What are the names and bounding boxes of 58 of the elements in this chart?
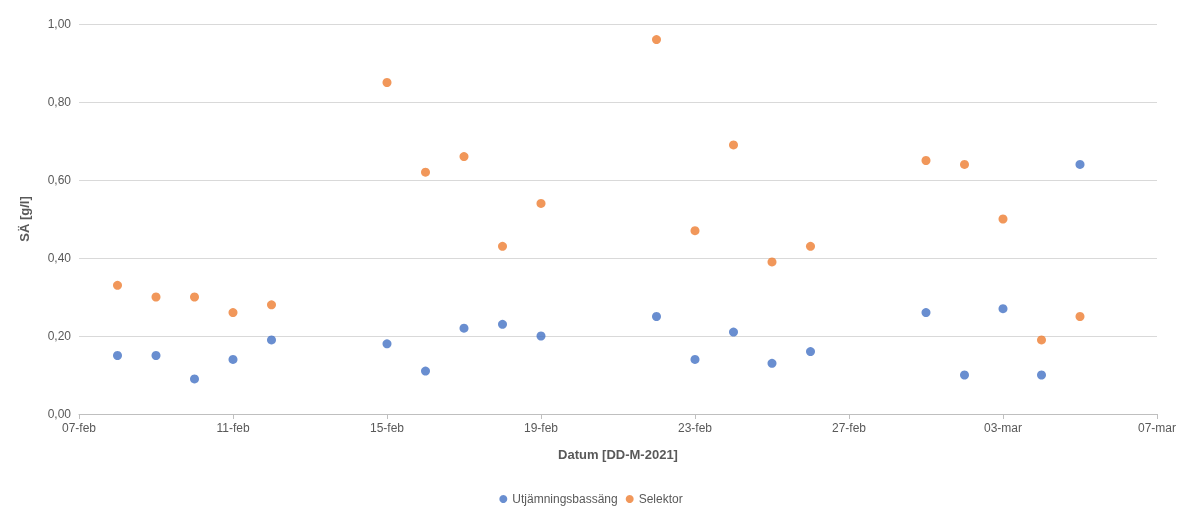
point	[421, 167, 430, 177]
point	[767, 358, 777, 368]
legend-label: Selektor	[638, 492, 683, 506]
y-tick-label: 0,20	[47, 329, 72, 343]
point	[729, 140, 738, 150]
x-tick-label: 27-feb	[831, 421, 867, 435]
x-axis-title: Datum [DD-M-2021]	[558, 447, 678, 462]
x-tick-label: 11-feb	[216, 421, 250, 435]
y-tick-label: 0,80	[47, 95, 72, 109]
point	[960, 370, 969, 380]
point	[998, 214, 1008, 224]
point	[151, 351, 161, 360]
x-tick-label: 15-feb	[369, 421, 405, 435]
point	[113, 351, 122, 360]
legend-label: Utjämningsbassäng	[512, 492, 618, 506]
point	[459, 152, 469, 162]
y-tick-label: 0,00	[47, 407, 72, 421]
y-axis-title: SÄ [g/l]	[17, 196, 32, 242]
point	[1075, 312, 1085, 321]
point	[690, 354, 700, 364]
point	[228, 308, 238, 318]
point	[652, 35, 661, 45]
point	[536, 331, 546, 341]
point	[498, 241, 507, 251]
point	[806, 347, 815, 357]
point	[190, 292, 199, 302]
point	[382, 78, 392, 87]
point	[113, 280, 122, 290]
point	[767, 257, 777, 267]
point	[267, 335, 276, 345]
x-tick-label: 03-mar	[983, 421, 1023, 435]
point	[921, 156, 931, 165]
point	[921, 308, 931, 318]
point	[228, 354, 238, 364]
x-tick-label: 19-feb	[523, 421, 559, 435]
point	[729, 327, 738, 337]
point	[1075, 159, 1085, 169]
point	[690, 226, 700, 236]
x-tick-label: 07-mar	[1137, 421, 1177, 435]
point	[536, 198, 546, 208]
x-tick-label: 23-feb	[677, 421, 713, 435]
point	[806, 241, 815, 251]
point	[998, 304, 1008, 314]
y-tick-label: 1,00	[47, 17, 72, 31]
point	[421, 366, 430, 376]
y-tick-label: 0,40	[47, 251, 72, 265]
x-tick-label: 07-feb	[61, 421, 97, 435]
point	[960, 159, 969, 169]
point	[190, 374, 199, 384]
point	[267, 300, 276, 310]
point	[459, 323, 469, 333]
y-tick-label: 0,60	[47, 173, 72, 187]
point	[652, 312, 661, 321]
point	[498, 319, 507, 329]
point	[1037, 370, 1046, 380]
point	[151, 292, 161, 302]
point	[1037, 335, 1046, 345]
point	[382, 339, 392, 349]
